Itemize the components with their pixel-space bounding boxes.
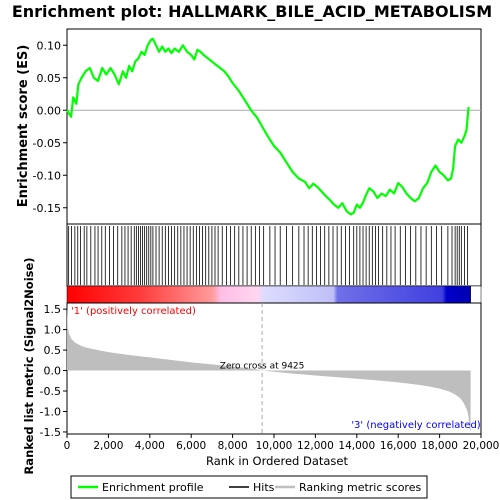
enrichment-panel: 0.10 0.05 0.00 -0.05 -0.10 -0.15 Enrichment s… [16,28,482,225]
x-tick-label: 0 [64,440,71,452]
es-y-tick-label: -0.15 [33,202,61,215]
es-y-tick-label: 0.10 [37,39,62,52]
x-tick-label: 8,000 [218,440,248,452]
metric-y-tick-label: -1.5 [40,426,61,439]
x-tick-label: 10,000 [256,440,293,452]
metric-panel: 1.5 1.0 0.5 0.0 -0.5 -1.0 -1.5 '1' (positively… [22,257,482,475]
metric-y-tick-label: 0.5 [44,344,62,357]
x-axis-label: Rank in Ordered Dataset [206,454,349,468]
metric-y-axis-label: Ranked list metric (Signal2Noise) [22,257,36,474]
chart-title: Enrichment plot: HALLMARK_BILE_ACID_META… [12,2,492,21]
es-y-tick-label: 0.05 [37,72,62,85]
enrichment-panel-frame [66,28,482,225]
es-y-tick-label: -0.10 [33,169,61,182]
legend: Enrichment profile Hits Ranking metric s… [70,475,428,499]
x-tick-label: 16,000 [380,440,417,452]
x-tick-label: 4,000 [135,440,165,452]
x-tick-label: 14,000 [338,440,375,452]
x-tick-label: 6,000 [176,440,206,452]
x-axis: 0 2,000 4,000 6,000 8,000 10,000 12,000 14,000 1… [64,434,500,452]
metric-y-tick-label: 1.0 [44,324,62,337]
hits-panel-frame [66,223,482,287]
legend-metric-label: Ranking metric scores [299,481,421,494]
es-y-tick-label: 0.00 [37,104,62,117]
metric-y-tick-label: 1.5 [44,303,62,316]
es-y-axis-label: Enrichment score (ES) [16,45,31,208]
zero-cross-label: Zero cross at 9425 [220,362,305,372]
enrichment-profile-line [66,37,470,216]
metric-y-tick-label: -0.5 [40,385,61,398]
ranking-color-bar [66,285,482,304]
x-tick-label: 20,000 [463,440,500,452]
x-tick-label: 2,000 [93,440,123,452]
ranking-color-bar-rect [66,285,471,304]
ranking-color-bar-tail [470,285,482,304]
es-y-tick-label: -0.05 [33,137,61,150]
metric-y-tick-label: 0.0 [44,365,62,378]
negative-correlation-label: '3' (negatively correlated) [351,420,480,431]
hit-marks [68,226,468,285]
es-y-ticks: 0.10 0.05 0.00 -0.05 -0.10 -0.15 [33,39,67,215]
metric-y-tick-label: -1.0 [40,405,61,418]
x-tick-label: 12,000 [297,440,334,452]
x-tick-label: 18,000 [421,440,458,452]
legend-enrichment-label: Enrichment profile [102,481,204,494]
positive-correlation-label: '1' (positively correlated) [71,306,196,317]
metric-y-ticks: 1.5 1.0 0.5 0.0 -0.5 -1.0 -1.5 [40,303,67,439]
hits-panel [66,223,482,287]
legend-hits-label: Hits [253,481,275,494]
ranking-metric-area [67,305,471,432]
